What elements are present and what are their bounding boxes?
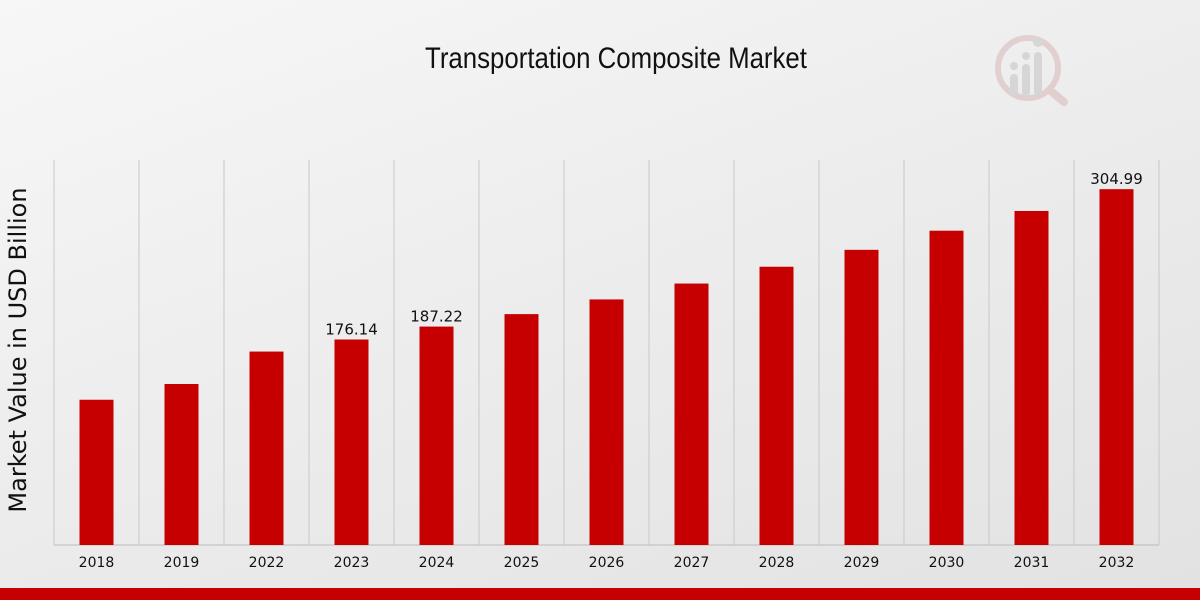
- bar-2025: [504, 314, 539, 545]
- bar-2019: [164, 384, 199, 545]
- x-tick-label: 2023: [334, 555, 370, 571]
- x-tick-label: 2032: [1099, 555, 1135, 571]
- x-tick-label: 2029: [844, 555, 880, 571]
- x-tick-label: 2022: [249, 555, 285, 571]
- bar-2018: [79, 399, 114, 545]
- bar-2022: [249, 351, 284, 545]
- data-label-2024: 187.22: [410, 308, 463, 326]
- bar-2030: [929, 230, 964, 545]
- bar-2026: [589, 299, 624, 545]
- x-tick-label: 2019: [164, 555, 200, 571]
- bar-2028: [759, 266, 794, 545]
- x-tick-label: 2027: [674, 555, 710, 571]
- data-label-2023: 176.14: [325, 321, 378, 339]
- bar-2031: [1014, 210, 1049, 545]
- x-tick-label: 2024: [419, 555, 455, 571]
- x-tick-label: 2031: [1014, 555, 1050, 571]
- chart-title: Transportation Composite Market: [425, 42, 807, 75]
- bar-2023: [334, 339, 369, 545]
- bar-2024: [419, 326, 454, 545]
- x-tick-label: 2028: [759, 555, 795, 571]
- x-tick-label: 2030: [929, 555, 965, 571]
- bar-2027: [674, 283, 709, 545]
- x-tick-label: 2025: [504, 555, 540, 571]
- bottom-accent-bar: [0, 588, 1200, 600]
- data-label-2032: 304.99: [1090, 170, 1143, 188]
- bar-2032: [1099, 189, 1134, 545]
- bar-2029: [844, 249, 879, 546]
- watermark-logo-icon: [995, 35, 1068, 106]
- x-tick-label: 2018: [79, 555, 115, 571]
- x-tick-label: 2026: [589, 555, 625, 571]
